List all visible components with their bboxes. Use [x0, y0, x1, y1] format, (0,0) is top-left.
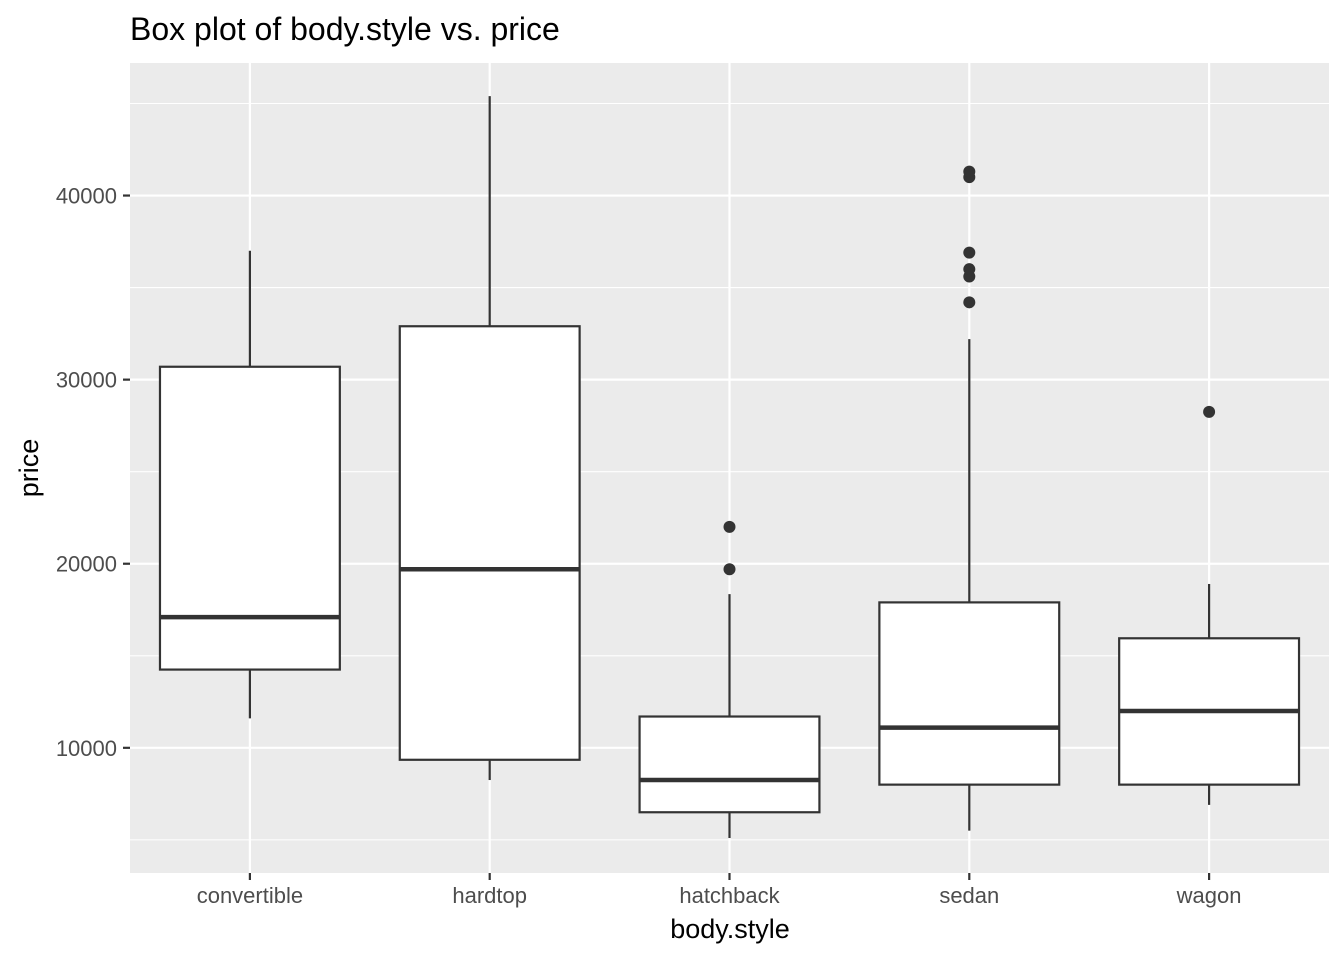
x-tick-label: convertible: [197, 883, 303, 908]
iqr-box: [638, 715, 821, 814]
boxes: [158, 96, 1301, 839]
y-tick-label: 10000: [56, 736, 117, 761]
y-tick-label: 20000: [56, 552, 117, 577]
outlier-point: [723, 563, 736, 576]
box-sedan: [878, 165, 1061, 831]
iqr-box: [878, 601, 1061, 786]
box-hardtop: [398, 96, 581, 781]
x-tick-label: sedan: [939, 883, 999, 908]
outlier-point: [1203, 405, 1216, 418]
x-tick-label: hatchback: [679, 883, 780, 908]
outlier-point: [723, 520, 736, 533]
box-hatchback: [638, 520, 821, 839]
box-convertible: [158, 250, 341, 719]
x-axis: convertible hardtop hatchback sedan wagon: [197, 873, 1242, 908]
y-axis: 10000 20000 30000 40000: [56, 184, 130, 761]
y-tick-label: 30000: [56, 368, 117, 393]
iqr-box: [398, 325, 581, 761]
x-tick-label: wagon: [1176, 883, 1242, 908]
y-tick-label: 40000: [56, 184, 117, 209]
outlier-point: [963, 263, 976, 276]
outlier-point: [963, 246, 976, 259]
outlier-point: [963, 165, 976, 178]
x-axis-title: body.style: [670, 914, 790, 944]
outlier-point: [963, 296, 976, 309]
y-axis-title: price: [14, 439, 44, 498]
iqr-box: [158, 365, 341, 671]
box-wagon: [1118, 405, 1301, 805]
x-tick-label: hardtop: [452, 883, 527, 908]
chart-title: Box plot of body.style vs. price: [130, 11, 560, 47]
